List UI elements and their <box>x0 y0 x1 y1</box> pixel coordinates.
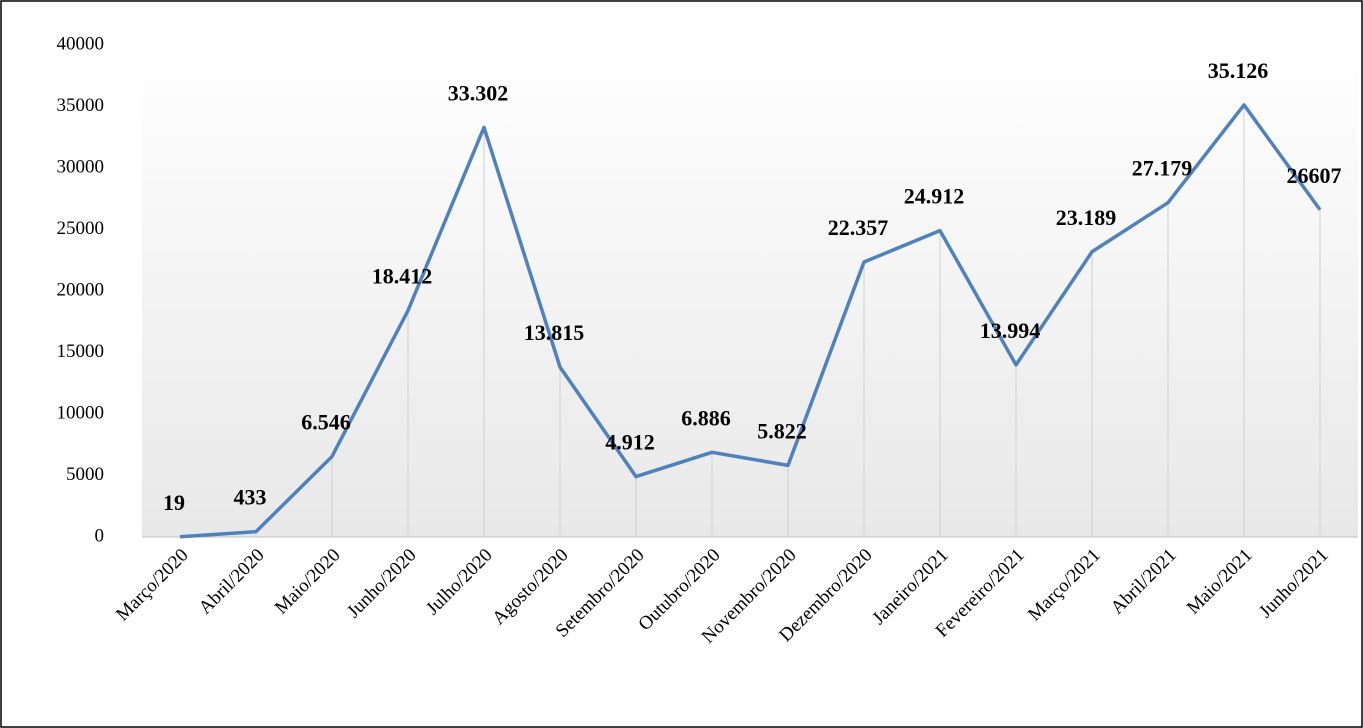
x-tick-label: Maio/2020 <box>271 545 345 619</box>
value-label: 27.179 <box>1132 156 1193 181</box>
value-label: 24.912 <box>904 184 965 209</box>
value-label: 4.912 <box>605 430 655 455</box>
y-tick-label: 35000 <box>57 95 105 116</box>
line <box>179 103 1322 539</box>
value-label: 19 <box>163 490 185 515</box>
value-label: 433 <box>234 485 267 510</box>
x-tick-label: Abril/2020 <box>195 545 269 619</box>
value-label: 6.546 <box>301 410 351 435</box>
value-label: 26607 <box>1287 163 1342 188</box>
x-tick-label: Janeiro/2021 <box>868 545 952 629</box>
x-tick-label: Junho/2020 <box>343 545 421 623</box>
value-label: 18.412 <box>372 264 433 289</box>
plot-area <box>142 45 1358 537</box>
x-tick-label: Junho/2021 <box>1255 545 1333 623</box>
y-tick-label: 5000 <box>66 464 104 485</box>
x-tick-label: Agosto/2020 <box>488 545 572 629</box>
value-label: 23.189 <box>1056 205 1117 230</box>
value-label: 13.815 <box>524 320 585 345</box>
y-tick-label: 0 <box>95 525 105 546</box>
value-label: 33.302 <box>448 80 509 105</box>
value-label: 22.357 <box>828 215 889 240</box>
y-tick-label: 30000 <box>57 156 105 177</box>
value-label: 5.822 <box>757 418 807 443</box>
x-tick-label: Março/2021 <box>1024 545 1105 626</box>
x-tick-label: Julho/2020 <box>422 545 497 620</box>
value-label: 6.886 <box>681 405 731 430</box>
y-tick-label: 25000 <box>57 218 105 239</box>
y-tick-label: 15000 <box>57 341 105 362</box>
y-tick-label: 10000 <box>57 402 105 423</box>
y-tick-label: 20000 <box>57 279 105 300</box>
value-label: 13.994 <box>980 318 1041 343</box>
x-tick-label: Abril/2021 <box>1107 545 1181 619</box>
x-tick-label: Maio/2021 <box>1183 545 1257 619</box>
y-tick-label: 40000 <box>57 33 105 54</box>
x-tick-label: Março/2020 <box>112 545 193 626</box>
value-label: 35.126 <box>1208 58 1269 83</box>
